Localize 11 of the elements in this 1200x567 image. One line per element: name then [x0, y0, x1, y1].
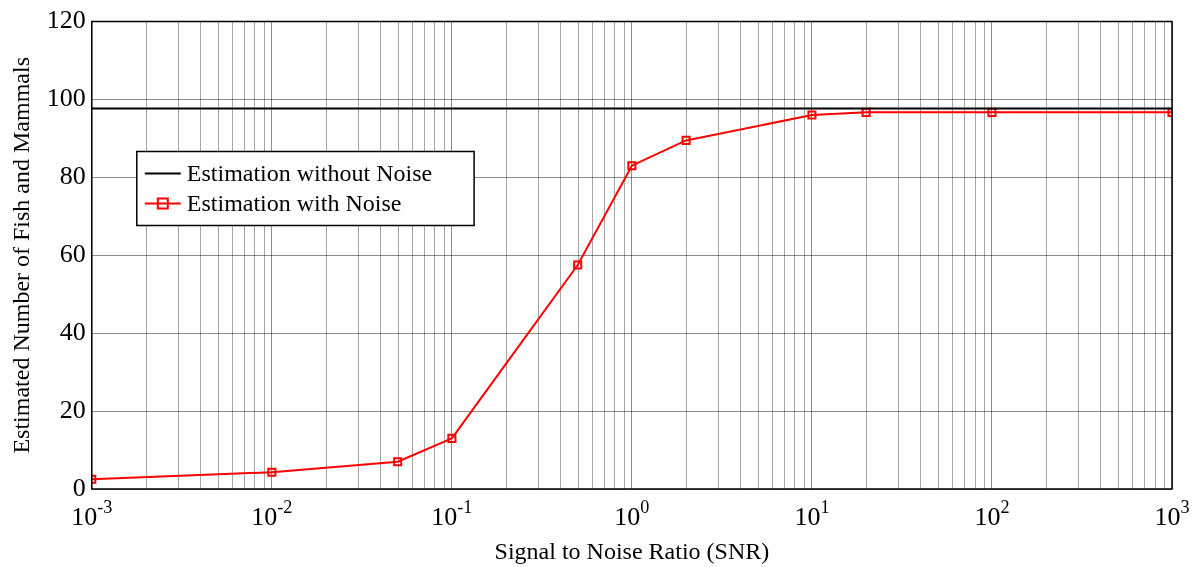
legend-label: Estimation with Noise	[186, 189, 402, 216]
legend-label: Estimation without Noise	[186, 159, 433, 186]
y-tick-label: 20	[59, 394, 86, 424]
y-tick-label: 40	[59, 317, 86, 347]
y-tick-label: 80	[59, 161, 86, 191]
y-tick-label: 120	[46, 5, 86, 35]
y-tick-label: 0	[72, 472, 86, 502]
x-axis-title: Signal to Noise Ratio (SNR)	[494, 538, 770, 564]
y-tick-label: 60	[59, 239, 86, 269]
y-tick-label: 100	[46, 83, 86, 113]
y-axis-title: Estimated Number of Fish and Mammals	[7, 57, 34, 454]
